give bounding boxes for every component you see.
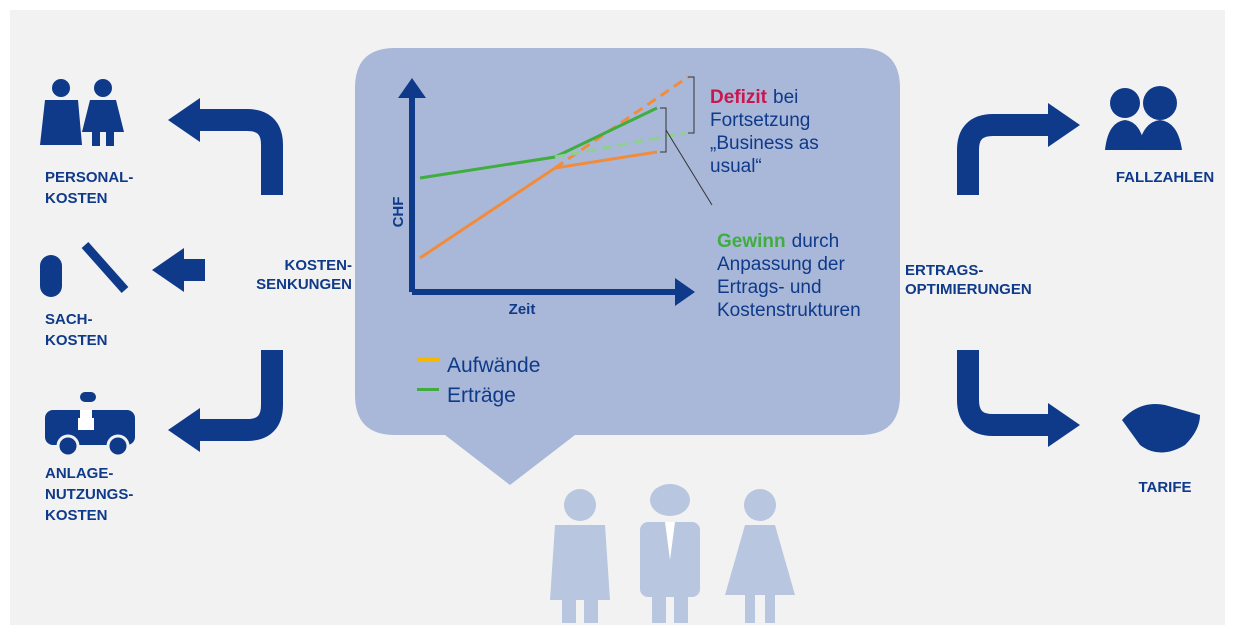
highlight: Defizit bbox=[710, 87, 768, 108]
annotation: Gewinn durch bbox=[717, 231, 839, 252]
annotation: usual“ bbox=[710, 156, 762, 177]
label: FALLZAHLEN bbox=[1116, 169, 1214, 186]
annotation: Anpassung der bbox=[717, 254, 845, 275]
label: SENKUNGEN bbox=[256, 276, 352, 293]
label: ERTRAGS- bbox=[905, 262, 983, 279]
label: NUTZUNGS- bbox=[45, 486, 133, 503]
annotation: Kostenstrukturen bbox=[717, 300, 861, 321]
label: SACH- bbox=[45, 311, 93, 328]
label: ANLAGE- bbox=[45, 465, 113, 482]
label: KOSTEN- bbox=[285, 257, 353, 274]
y-axis-label: CHF bbox=[390, 197, 407, 228]
annotation: Fortsetzung bbox=[710, 110, 810, 131]
annotation: Ertrags- und bbox=[717, 277, 822, 298]
highlight: Gewinn bbox=[717, 231, 786, 252]
label: KOSTEN bbox=[45, 190, 108, 207]
label: OPTIMIERUNGEN bbox=[905, 281, 1032, 298]
annotation-text: bei bbox=[773, 87, 798, 108]
infographic: KOSTEN- SENKUNGEN PERSONAL- KOSTEN SACH- KOST… bbox=[0, 0, 1235, 635]
annotation: „Business as bbox=[710, 133, 819, 154]
x-axis-label: Zeit bbox=[509, 301, 536, 318]
legend-label: Erträge bbox=[447, 384, 516, 407]
label: KOSTEN bbox=[45, 332, 108, 349]
label: KOSTEN bbox=[45, 507, 108, 524]
label: TARIFE bbox=[1138, 479, 1191, 496]
annotation-text: durch bbox=[792, 231, 840, 252]
label: PERSONAL- bbox=[45, 169, 133, 186]
legend-label: Aufwände bbox=[447, 354, 540, 377]
